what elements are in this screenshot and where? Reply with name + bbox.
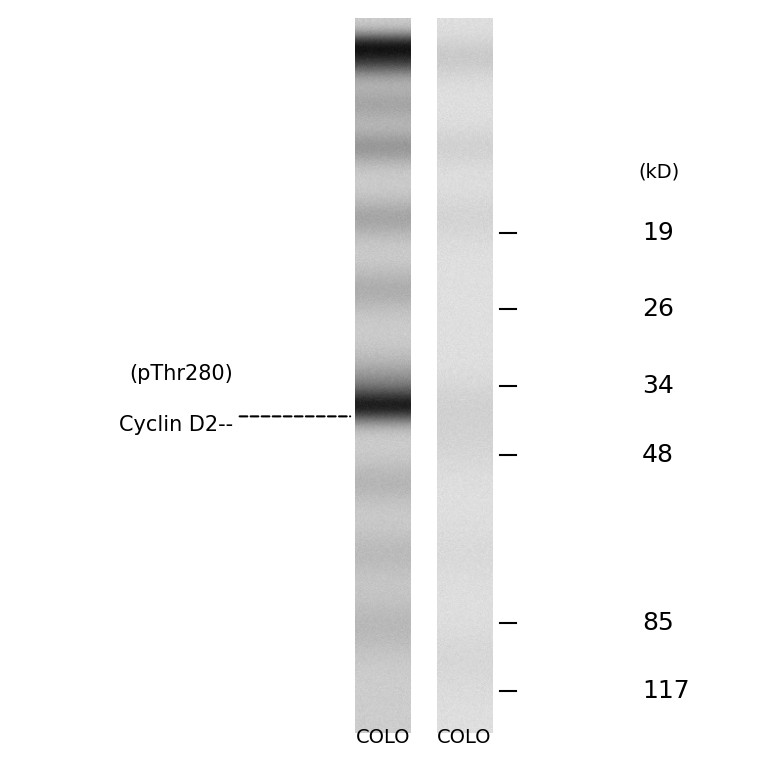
Text: Cyclin D2--: Cyclin D2-- [119, 416, 233, 435]
Text: COLO: COLO [355, 728, 410, 747]
Text: (pThr280): (pThr280) [129, 364, 233, 384]
Text: 48: 48 [642, 442, 674, 467]
Text: 117: 117 [642, 679, 689, 704]
Text: 85: 85 [642, 610, 674, 635]
Text: 26: 26 [642, 297, 674, 322]
Text: COLO: COLO [437, 728, 492, 747]
Text: (kD): (kD) [638, 163, 679, 181]
Text: 34: 34 [642, 374, 674, 398]
Text: 19: 19 [642, 221, 674, 245]
